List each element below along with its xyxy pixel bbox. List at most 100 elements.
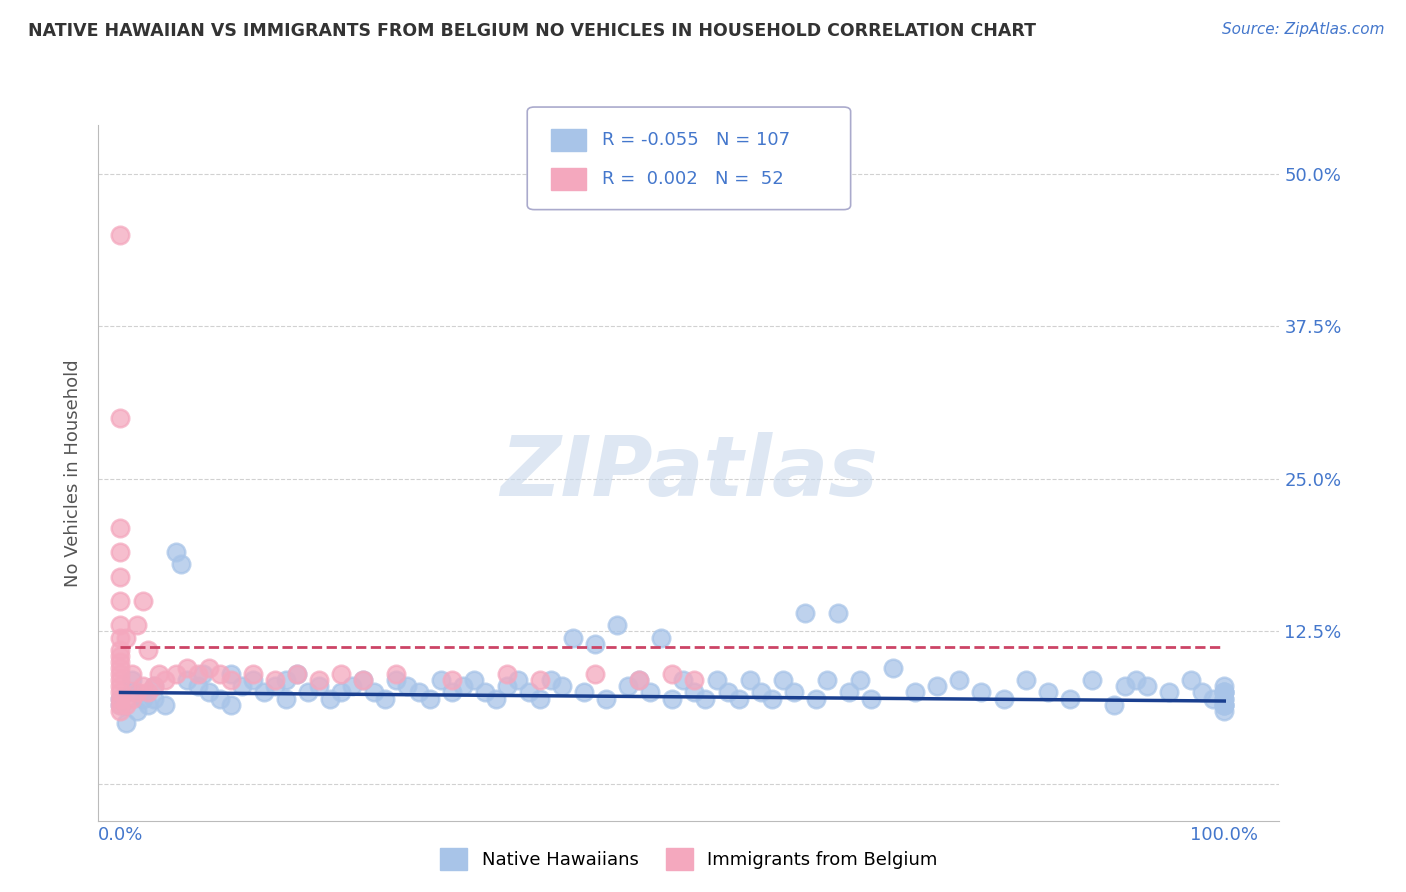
Point [231,679,253,693]
Point [121,667,143,681]
Point [1213,685,1236,699]
Point [485,691,508,706]
Point [142,691,165,706]
Point [110,655,132,669]
Point [110,227,132,242]
Point [993,691,1015,706]
Point [804,691,827,706]
Point [1081,673,1104,688]
Point [706,673,728,688]
Point [136,642,159,657]
Point [716,685,738,699]
Text: Source: ZipAtlas.com: Source: ZipAtlas.com [1222,22,1385,37]
Point [385,673,408,688]
Point [1191,685,1213,699]
Point [451,679,474,693]
Point [595,691,617,706]
Point [1213,685,1236,699]
Point [606,618,628,632]
Point [110,631,132,645]
Point [495,679,517,693]
Point [1202,691,1225,706]
Point [110,691,132,706]
Point [1213,704,1236,718]
Point [264,679,287,693]
Point [121,673,143,688]
Point [115,631,138,645]
Point [110,673,132,688]
Point [772,673,794,688]
Point [110,685,132,699]
Point [131,691,153,706]
Point [761,691,783,706]
Point [264,673,287,688]
Point [198,661,221,675]
Point [1125,673,1147,688]
Point [661,691,683,706]
Point [683,685,706,699]
Point [529,691,551,706]
Point [253,685,276,699]
Text: NATIVE HAWAIIAN VS IMMIGRANTS FROM BELGIUM NO VEHICLES IN HOUSEHOLD CORRELATION : NATIVE HAWAIIAN VS IMMIGRANTS FROM BELGI… [28,22,1036,40]
Point [121,691,143,706]
Point [242,673,264,688]
Point [783,685,806,699]
Point [1059,691,1081,706]
Point [352,673,374,688]
Point [440,673,463,688]
Point [882,661,904,675]
Point [661,667,683,681]
Point [672,673,695,688]
Point [193,667,215,681]
Point [1114,679,1136,693]
Point [110,667,132,681]
Point [131,594,153,608]
Point [352,673,374,688]
Point [1102,698,1125,712]
Point [219,667,242,681]
Point [1157,685,1180,699]
Point [970,685,993,699]
Point [749,685,772,699]
Point [419,691,441,706]
Point [1014,673,1036,688]
Point [242,667,264,681]
Point [136,685,159,699]
Y-axis label: No Vehicles in Household: No Vehicles in Household [65,359,83,587]
Point [463,673,485,688]
Point [495,667,517,681]
Point [1213,698,1236,712]
Point [308,679,330,693]
Point [110,648,132,663]
Point [617,679,640,693]
Point [429,673,451,688]
Point [110,569,132,583]
Point [815,673,838,688]
Point [562,631,585,645]
Point [142,679,165,693]
Point [187,667,209,681]
Point [125,704,148,718]
Point [572,685,595,699]
Point [142,679,165,693]
Point [208,691,231,706]
Point [308,673,330,688]
Text: R =  0.002   N =  52: R = 0.002 N = 52 [602,170,783,188]
Point [827,606,849,620]
Point [738,673,761,688]
Point [330,685,353,699]
Point [440,685,463,699]
Point [131,679,153,693]
Point [110,698,132,712]
Point [474,685,496,699]
Point [110,642,132,657]
Point [125,685,148,699]
Point [110,618,132,632]
Point [285,667,308,681]
Point [583,637,606,651]
Point [170,558,193,572]
Point [529,673,551,688]
Point [110,410,132,425]
Point [297,685,319,699]
Point [628,673,651,688]
